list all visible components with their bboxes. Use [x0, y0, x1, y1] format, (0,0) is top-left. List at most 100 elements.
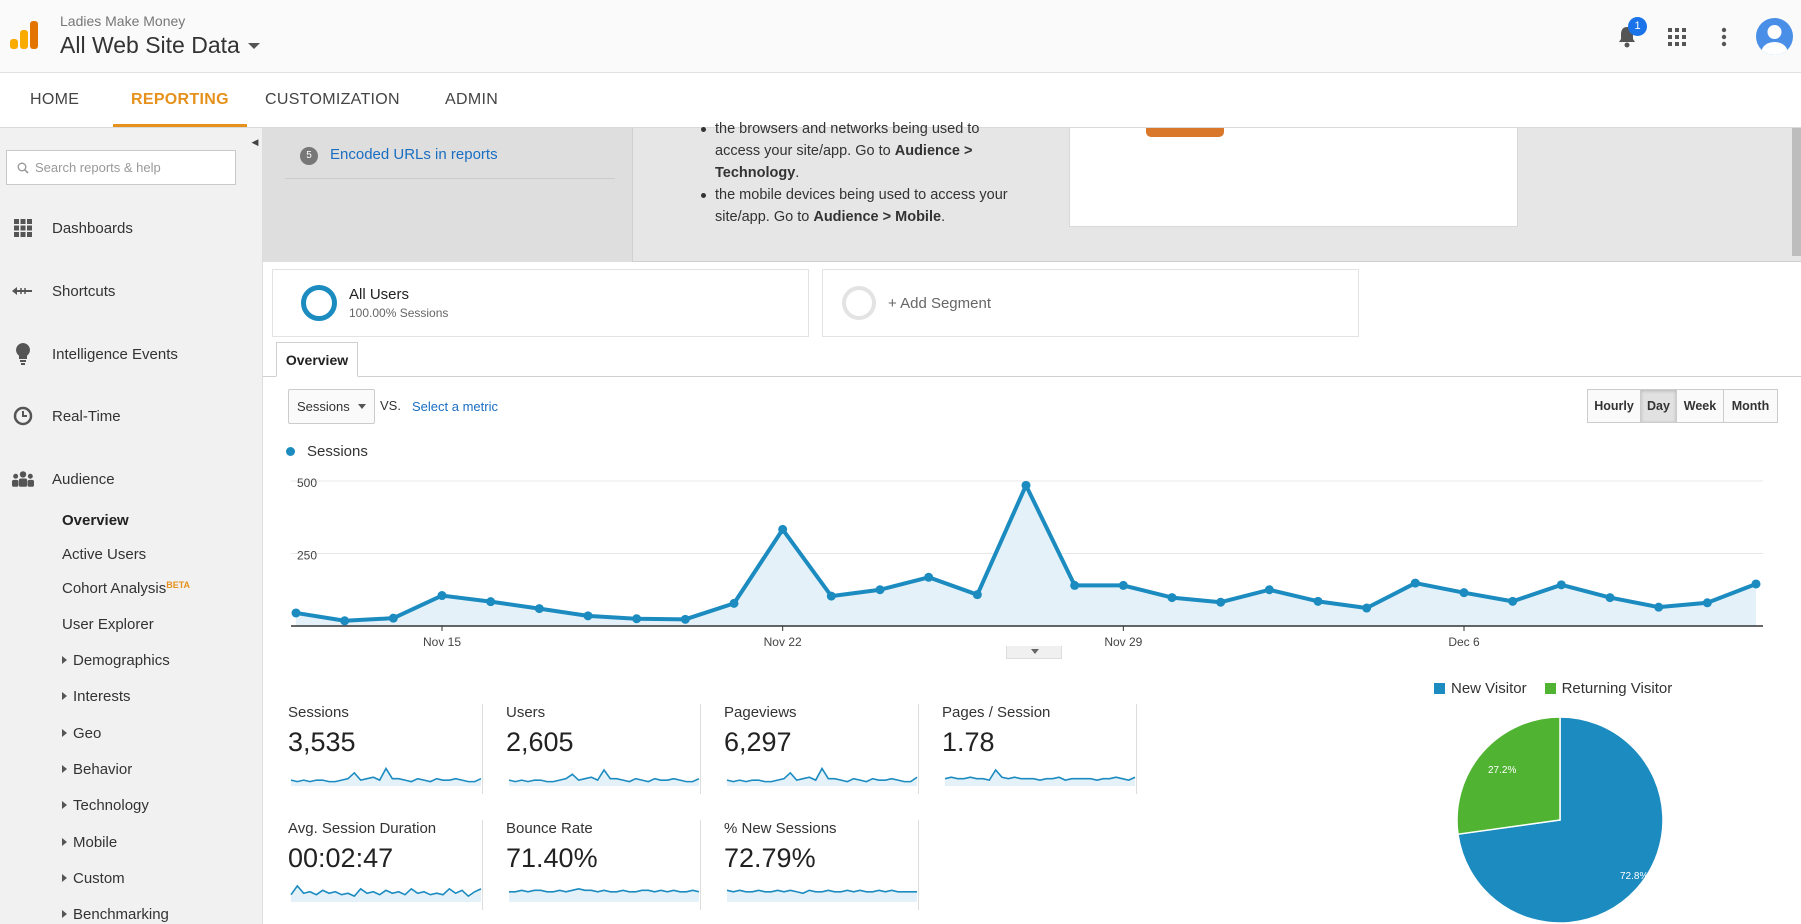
data-point[interactable] — [1751, 579, 1761, 589]
data-point[interactable] — [1605, 593, 1615, 603]
sidebar-sub-benchmarking[interactable]: Benchmarking — [62, 906, 169, 923]
data-point[interactable] — [1070, 580, 1080, 590]
data-point[interactable] — [1508, 596, 1518, 606]
data-point[interactable] — [875, 585, 885, 595]
banner-left-panel — [263, 128, 633, 262]
group-label: Mobile — [73, 834, 118, 851]
sidebar-item-audience[interactable]: Audience — [0, 464, 115, 494]
data-point[interactable] — [340, 616, 350, 626]
segment-all-users[interactable]: All Users 100.00% Sessions — [272, 269, 809, 337]
sparkline-area — [509, 888, 699, 902]
data-point[interactable] — [388, 613, 398, 623]
grid-icon — [12, 219, 34, 237]
sidebar-item-shortcuts[interactable]: Shortcuts — [0, 276, 115, 306]
tab-reporting[interactable]: REPORTING — [113, 73, 247, 127]
sidebar-sub-technology[interactable]: Technology — [62, 797, 149, 814]
data-point[interactable] — [826, 591, 836, 601]
data-point[interactable] — [924, 572, 934, 582]
data-point[interactable] — [291, 608, 301, 618]
banner-text-line: . — [795, 165, 800, 181]
data-point[interactable] — [437, 591, 447, 601]
add-segment-label: + Add Segment — [888, 294, 991, 312]
data-point[interactable] — [1702, 598, 1712, 608]
sparkline-area — [291, 885, 481, 902]
sidebar-sub-mobile[interactable]: Mobile — [62, 834, 117, 851]
sidebar-sub-overview[interactable]: Overview — [62, 512, 129, 529]
data-point[interactable] — [583, 611, 593, 621]
pie-slice-returning-visitor[interactable] — [1456, 716, 1561, 836]
sidebar-sub-user-explorer[interactable]: User Explorer — [62, 616, 154, 633]
data-point[interactable] — [1313, 596, 1323, 606]
x-tick-label: Dec 6 — [1448, 635, 1480, 649]
data-point[interactable] — [1362, 603, 1372, 613]
data-point[interactable] — [972, 590, 982, 600]
apps-grid-icon[interactable] — [1668, 28, 1686, 46]
sparkline-area — [945, 769, 1135, 786]
sidebar-item-real-time[interactable]: Real-Time — [0, 401, 121, 431]
data-point[interactable] — [632, 614, 642, 624]
tab-overview[interactable]: Overview — [276, 342, 358, 377]
banner-text-line: . — [941, 209, 946, 225]
period-hourly[interactable]: Hourly — [1587, 389, 1641, 423]
banner-text-line: access your site/app. Go to — [715, 143, 895, 159]
data-point[interactable] — [1264, 585, 1274, 595]
sidebar-sub-behavior[interactable]: Behavior — [62, 761, 132, 778]
banner-action-button[interactable] — [1146, 128, 1224, 137]
period-week[interactable]: Week — [1676, 389, 1724, 423]
user-avatar-icon[interactable] — [1756, 18, 1793, 55]
data-point[interactable] — [1410, 578, 1420, 588]
data-point[interactable] — [778, 524, 788, 534]
data-point[interactable] — [680, 614, 690, 624]
data-point[interactable] — [1459, 588, 1469, 598]
data-point[interactable] — [729, 598, 739, 608]
scrollbar[interactable] — [1792, 128, 1801, 256]
collapse-sidebar-icon[interactable]: ◀ — [251, 137, 259, 147]
encoded-urls-link[interactable]: Encoded URLs in reports — [330, 146, 498, 163]
data-point[interactable] — [1654, 602, 1664, 612]
search-input[interactable]: Search reports & help — [6, 150, 236, 185]
sparkline-line — [290, 766, 482, 783]
banner-text-line: the browsers and networks being used to — [715, 121, 980, 137]
sidebar-item-dashboards[interactable]: Dashboards — [0, 213, 133, 243]
sparkline-area — [291, 768, 481, 786]
metric-value: 6,297 — [724, 727, 792, 757]
metric-value: 71.40% — [506, 843, 598, 873]
add-segment-button[interactable]: + Add Segment — [822, 269, 1359, 337]
data-point[interactable] — [1556, 580, 1566, 590]
tab-customization[interactable]: CUSTOMIZATION — [265, 91, 400, 108]
property-name: All Web Site Data — [60, 32, 240, 58]
data-point[interactable] — [1118, 580, 1128, 590]
sidebar-sub-interests[interactable]: Interests — [62, 688, 131, 705]
analytics-logo-icon[interactable] — [8, 20, 40, 52]
tab-admin[interactable]: ADMIN — [445, 91, 499, 108]
sidebar-sub-custom[interactable]: Custom — [62, 870, 125, 887]
sidebar-sub-geo[interactable]: Geo — [62, 725, 101, 742]
metric-sparkline — [726, 889, 917, 902]
data-point[interactable] — [1216, 597, 1226, 607]
people-icon — [12, 470, 34, 488]
sidebar-item-label: Shortcuts — [52, 282, 116, 300]
tab-home[interactable]: HOME — [30, 91, 80, 108]
period-month[interactable]: Month — [1723, 389, 1778, 423]
sidebar-item-intelligence-events[interactable]: Intelligence Events — [0, 339, 178, 369]
property-selector[interactable]: All Web Site Data — [60, 32, 260, 59]
caret-right-icon — [62, 656, 67, 664]
vs-label: VS. — [380, 398, 401, 413]
sidebar-sub-active-users[interactable]: Active Users — [62, 546, 147, 563]
data-point[interactable] — [534, 604, 544, 614]
chart-resize-handle[interactable] — [1006, 646, 1062, 659]
more-vert-icon[interactable] — [1721, 27, 1727, 47]
clock-icon — [12, 406, 34, 426]
period-day[interactable]: Day — [1640, 389, 1677, 423]
data-point[interactable] — [1021, 480, 1031, 490]
series-area — [296, 485, 1756, 626]
sidebar-item-label: Dashboards — [52, 219, 133, 237]
visitor-pie-chart: 72.8% 27.2% — [1456, 716, 1664, 924]
sidebar-sub-cohort-analysis[interactable]: Cohort AnalysisBETA — [62, 580, 190, 597]
data-point[interactable] — [486, 597, 496, 607]
sidebar-sub-demographics[interactable]: Demographics — [62, 652, 170, 669]
data-point[interactable] — [1167, 593, 1177, 603]
metric-dropdown[interactable]: Sessions — [288, 389, 375, 424]
sparkline-area — [727, 768, 917, 786]
select-metric-link[interactable]: Select a metric — [412, 399, 498, 414]
